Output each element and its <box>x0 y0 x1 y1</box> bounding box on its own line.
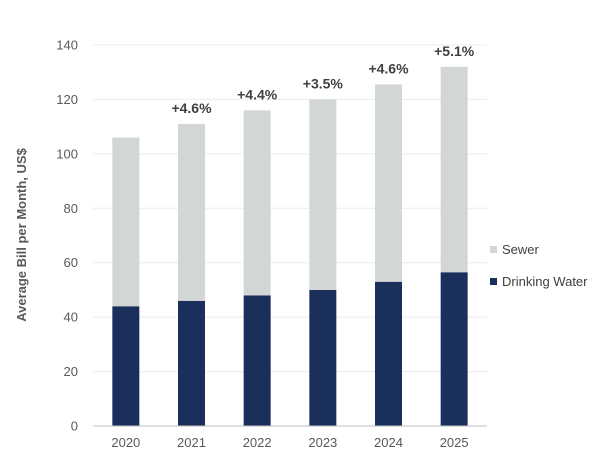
growth-label: +3.5% <box>303 75 344 91</box>
bar-drinking-water <box>375 281 402 426</box>
bar-sewer <box>309 99 337 290</box>
growth-label: +4.4% <box>237 86 278 102</box>
x-tick-label: 2024 <box>374 435 403 450</box>
legend: Sewer Drinking Water <box>490 242 588 289</box>
bar-drinking-water <box>243 295 271 426</box>
y-tick-label: 100 <box>56 146 78 161</box>
growth-label: +5.1% <box>434 43 475 59</box>
y-tick-label: 40 <box>64 310 78 325</box>
bar-sewer <box>178 123 205 301</box>
legend-swatch <box>490 246 497 253</box>
y-tick-label: 60 <box>64 255 78 270</box>
y-tick-label: 120 <box>56 92 78 107</box>
y-tick-label: 140 <box>56 38 78 53</box>
growth-label: +4.6% <box>171 100 212 116</box>
bar-drinking-water <box>440 272 468 426</box>
y-axis-title: Average Bill per Month, US$ <box>14 147 29 321</box>
bar-sewer <box>112 137 140 307</box>
bars <box>112 66 468 426</box>
bar-sewer <box>440 66 468 273</box>
x-tick-label: 2022 <box>243 435 272 450</box>
x-tick-label: 2023 <box>308 435 337 450</box>
x-tick-label: 2021 <box>177 435 206 450</box>
y-tick-label: 20 <box>64 364 78 379</box>
bar-sewer <box>243 110 271 296</box>
legend-label: Sewer <box>502 242 540 257</box>
gridlines <box>93 44 487 373</box>
bar-drinking-water <box>178 300 205 426</box>
x-tick-label: 2020 <box>111 435 140 450</box>
labels: 0 20 40 60 80 100 120 140 2020 2021 +4.6% 2022 +4.4%… <box>56 38 474 451</box>
y-tick-label: 0 <box>71 419 78 434</box>
y-tick-label: 80 <box>64 201 78 216</box>
bar-drinking-water <box>112 306 140 426</box>
legend-swatch <box>490 278 497 285</box>
bar-drinking-water <box>309 289 337 426</box>
growth-label: +4.6% <box>368 60 409 76</box>
legend-label: Drinking Water <box>502 274 588 289</box>
x-tick-label: 2025 <box>440 435 469 450</box>
bar-sewer <box>375 84 402 282</box>
